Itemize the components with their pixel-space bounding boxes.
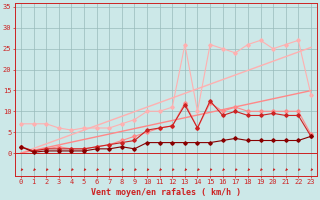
X-axis label: Vent moyen/en rafales ( km/h ): Vent moyen/en rafales ( km/h )	[91, 188, 241, 197]
